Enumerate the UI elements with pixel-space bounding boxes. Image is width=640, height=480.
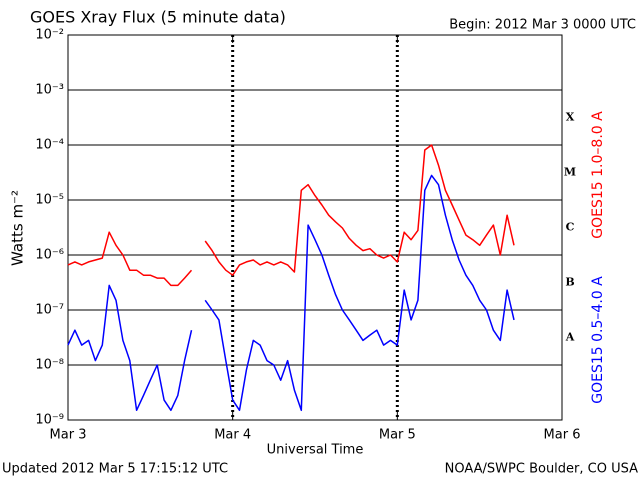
y-tick-label: 10⁻⁷ <box>35 303 64 318</box>
x-tick-label: Mar 5 <box>379 428 416 443</box>
series-line <box>67 144 515 287</box>
flare-class-label: B <box>565 276 574 289</box>
x-tick-label: Mar 6 <box>544 428 581 443</box>
chart-title: GOES Xray Flux (5 minute data) <box>30 8 286 27</box>
flare-class-label: M <box>564 166 576 179</box>
y-tick-label: 10⁻³ <box>35 83 64 98</box>
x-axis-label: Universal Time <box>267 443 364 458</box>
series-line <box>67 174 515 412</box>
y-tick-label: 10⁻⁵ <box>35 193 64 208</box>
y-tick-label: 10⁻⁶ <box>35 248 64 263</box>
flare-class-label: X <box>566 111 575 124</box>
plot-frame <box>67 34 563 421</box>
footer-right: NOAA/SWPC Boulder, CO USA <box>445 462 638 477</box>
chart-subtitle: Begin: 2012 Mar 3 0000 UTC <box>449 18 636 33</box>
x-tick-label: Mar 4 <box>214 428 251 443</box>
flare-class-label: A <box>565 331 575 344</box>
y-tick-label: 10⁻⁸ <box>35 358 64 373</box>
legend-label: GOES15 0.5–4.0 A <box>590 276 606 404</box>
y-axis-label: Watts m⁻² <box>9 190 27 266</box>
x-tick-label: Mar 3 <box>50 428 87 443</box>
y-tick-label: 10⁻⁹ <box>35 413 64 428</box>
y-tick-label: 10⁻⁴ <box>35 138 64 153</box>
flare-class-label: C <box>566 221 575 234</box>
footer-left: Updated 2012 Mar 5 17:15:12 UTC <box>2 462 228 477</box>
y-tick-label: 10⁻² <box>35 28 64 43</box>
legend-label: GOES15 1.0–8.0 A <box>590 111 606 239</box>
